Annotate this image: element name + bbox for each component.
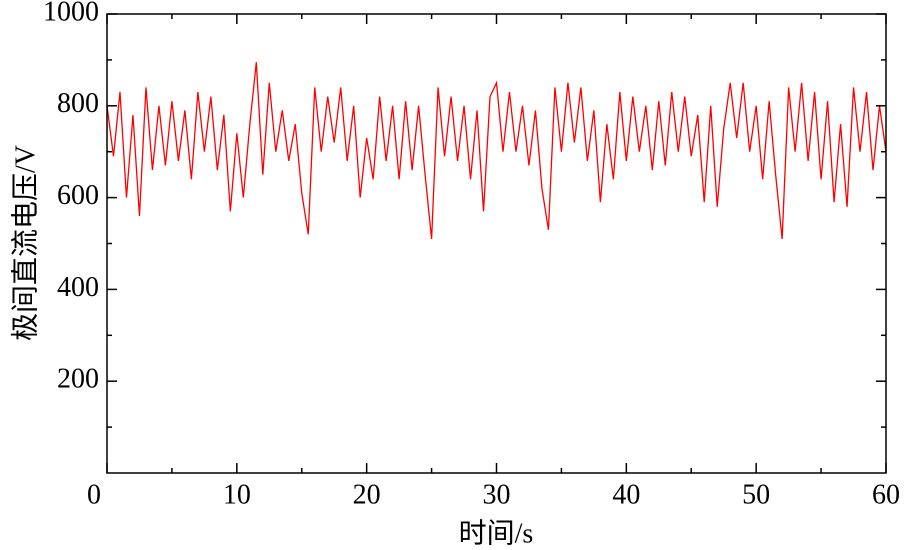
x-tick-label: 40 (612, 479, 640, 510)
y-tick-label: 600 (57, 180, 99, 211)
y-tick-label: 200 (57, 364, 99, 395)
x-tick-label: 30 (483, 479, 511, 510)
y-axis-label: 极间直流电压/V (9, 145, 41, 341)
data-line (106, 62, 887, 239)
x-axis-label: 时间/s (459, 517, 534, 549)
x-tick-label: 0 (87, 479, 101, 510)
y-tick-label: 800 (57, 88, 99, 119)
x-tick-label: 60 (872, 479, 900, 510)
y-tick-label: 1000 (43, 0, 99, 27)
x-tick-label: 20 (353, 479, 381, 510)
x-tick-label: 10 (223, 479, 251, 510)
y-tick-label: 400 (57, 272, 99, 303)
x-tick-label: 50 (742, 479, 770, 510)
